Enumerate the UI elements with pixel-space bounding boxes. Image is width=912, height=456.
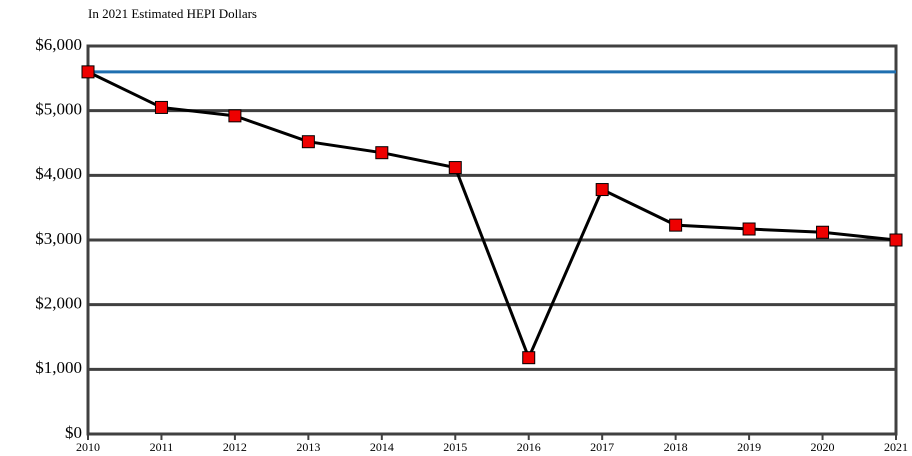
data-point [522,351,536,365]
data-point [154,100,168,114]
series-line [87,70,897,362]
x-tick-label: 2010 [76,440,100,454]
data-point [301,135,315,149]
y-tick-label: $1,000 [35,358,82,377]
y-tick-label: $4,000 [35,164,82,183]
data-point [228,109,242,123]
x-tick-label: 2021 [884,440,908,454]
y-tick-label: $0 [65,423,82,442]
x-tick-label: 2011 [150,440,174,454]
x-tick-label: 2014 [370,440,394,454]
x-tick-label: 2016 [517,440,541,454]
x-tick-label: 2019 [737,440,761,454]
data-point [81,65,95,79]
data-point [375,146,389,160]
x-tick-label: 2017 [590,440,614,454]
chart-subtitle: In 2021 Estimated HEPI Dollars [88,6,257,21]
x-tick-label: 2015 [443,440,467,454]
data-point [889,233,903,247]
data-point [595,183,609,197]
y-tick-label: $5,000 [35,100,82,119]
y-tick-label: $6,000 [35,35,82,54]
data-point [448,161,462,175]
x-tick-label: 2018 [664,440,688,454]
y-tick-label: $3,000 [35,229,82,248]
data-point [669,218,683,232]
x-tick-label: 2012 [223,440,247,454]
y-tick-label: $2,000 [35,294,82,313]
data-point [742,222,756,236]
data-point [816,225,830,239]
x-tick-label: 2013 [296,440,320,454]
x-tick-label: 2020 [811,440,835,454]
